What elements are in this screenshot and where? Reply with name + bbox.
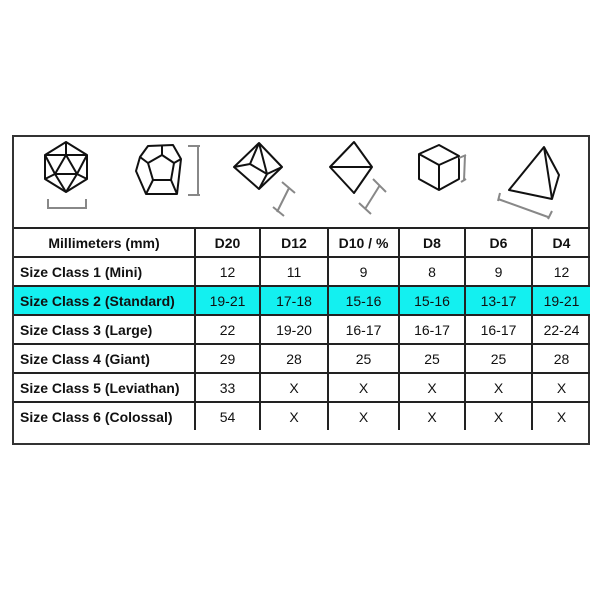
table-cell: 16-17 [398,314,466,345]
row-label: Size Class 4 (Giant) [14,343,196,374]
d10-icon [233,142,296,217]
header-row: Millimeters (mm) D20 D12 D10 / % D8 D6 D… [14,227,590,258]
d12-icon [135,144,200,196]
table-cell: X [464,401,533,430]
row-label: Size Class 2 (Standard) [14,285,196,316]
table-cell: 33 [194,372,261,403]
table-cell: 12 [194,256,261,287]
table-cell: 15-16 [398,285,466,316]
table-cell: 19-20 [259,314,329,345]
row-label: Size Class 3 (Large) [14,314,196,345]
table-cell: 25 [398,343,466,374]
table-cell: 25 [464,343,533,374]
d4-icon [497,146,560,220]
table-cell: 13-17 [464,285,533,316]
table-cell: 19-21 [194,285,261,316]
table-cell: X [398,401,466,430]
header-cell-d20: D20 [194,227,261,258]
table-cell: 9 [464,256,533,287]
table-cell: 22-24 [531,314,590,345]
header-cell-d8: D8 [398,227,466,258]
table-cell: X [398,372,466,403]
header-cell-d10: D10 / % [327,227,400,258]
table-cell: X [531,401,590,430]
table-row: Size Class 6 (Colossal) 54 X X X X X [14,401,590,430]
table-cell: X [464,372,533,403]
table-cell: 19-21 [531,285,590,316]
table-cell: 54 [194,401,261,430]
table-row: Size Class 5 (Leviathan) 33 X X X X X [14,372,590,403]
table-cell: 9 [327,256,400,287]
table-cell: 28 [531,343,590,374]
dice-illustrations [44,141,560,220]
table-row: Size Class 2 (Standard) 19-21 17-18 15-16 15… [14,285,590,316]
table-cell: 16-17 [464,314,533,345]
table-cell: X [259,401,329,430]
table-cell: X [327,401,400,430]
table-cell: X [259,372,329,403]
table-cell: X [531,372,590,403]
table-row: Size Class 4 (Giant) 29 28 25 25 25 28 [14,343,590,374]
table-cell: 22 [194,314,261,345]
d6-icon [418,144,467,191]
header-cell-d6: D6 [464,227,533,258]
size-table: Millimeters (mm) D20 D12 D10 / % D8 D6 D… [14,227,590,430]
row-label: Size Class 1 (Mini) [14,256,196,287]
header-cell-units: Millimeters (mm) [14,227,196,258]
table-cell: 16-17 [327,314,400,345]
d8-icon [329,141,387,215]
table-cell: 12 [531,256,590,287]
row-label: Size Class 5 (Leviathan) [14,372,196,403]
table-cell: 28 [259,343,329,374]
header-cell-d12: D12 [259,227,329,258]
table-cell: 15-16 [327,285,400,316]
table-cell: X [327,372,400,403]
table-cell: 11 [259,256,329,287]
table-cell: 8 [398,256,466,287]
d20-icon [44,141,88,209]
table-row: Size Class 1 (Mini) 12 11 9 8 9 12 [14,256,590,287]
header-cell-d4: D4 [531,227,590,258]
table-cell: 25 [327,343,400,374]
row-label: Size Class 6 (Colossal) [14,401,196,430]
table-cell: 17-18 [259,285,329,316]
dice-size-chart: Millimeters (mm) D20 D12 D10 / % D8 D6 D… [12,135,590,445]
table-cell: 29 [194,343,261,374]
table-row: Size Class 3 (Large) 22 19-20 16-17 16-17 16-… [14,314,590,345]
